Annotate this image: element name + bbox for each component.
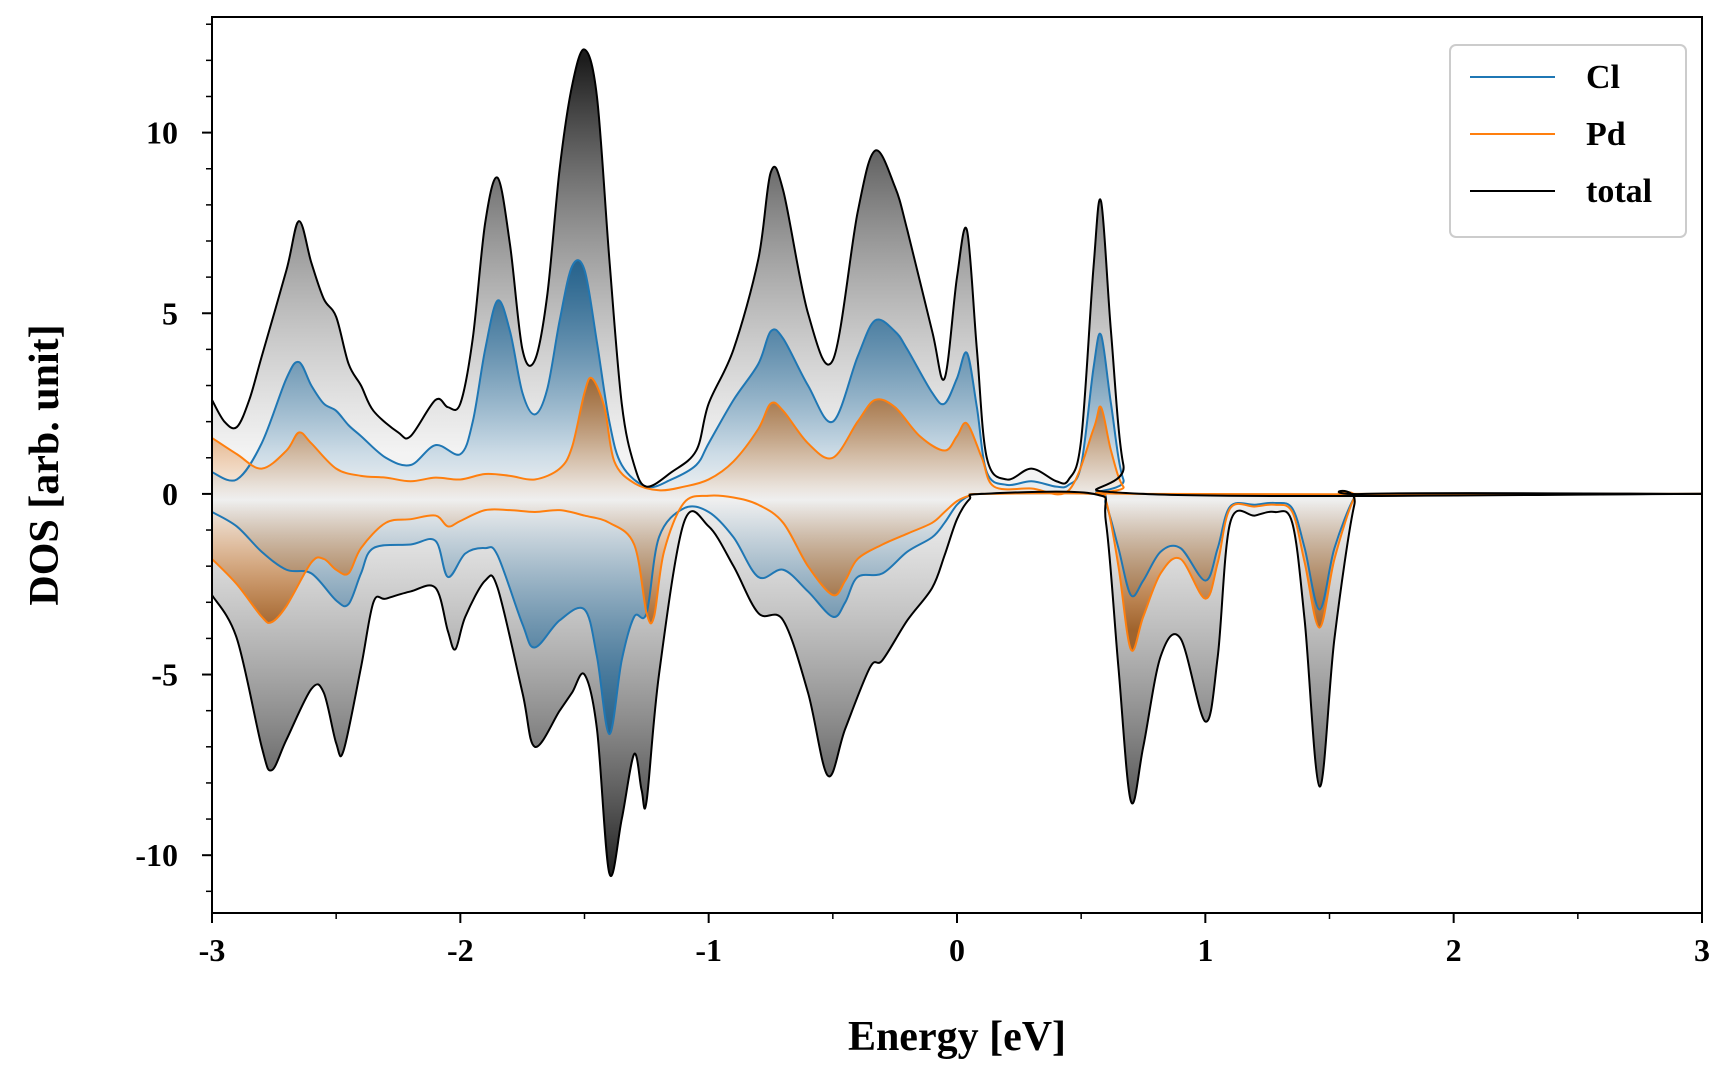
cl-down-fill bbox=[212, 492, 1702, 735]
total-down-fill bbox=[212, 490, 1702, 877]
legend-label-pd: Pd bbox=[1586, 116, 1626, 153]
y-tick-label: -5 bbox=[151, 657, 178, 693]
y-axis-label: DOS [arb. unit] bbox=[22, 324, 68, 605]
plot-area bbox=[212, 48, 1702, 877]
y-tick-label: -10 bbox=[135, 837, 178, 873]
pd-down-line bbox=[212, 490, 1702, 652]
cl-up-line bbox=[212, 259, 1702, 496]
legend-entries: Cl Pd total bbox=[1470, 59, 1652, 210]
y-tick-label: 0 bbox=[162, 476, 178, 512]
series-lines bbox=[212, 48, 1702, 877]
x-axis-label: Energy [eV] bbox=[848, 1014, 1066, 1060]
pd-up-line bbox=[212, 376, 1702, 496]
legend: Cl Pd total bbox=[1449, 44, 1687, 238]
legend-label-cl: Cl bbox=[1586, 59, 1620, 96]
total-up-line bbox=[212, 48, 1702, 498]
legend-box bbox=[1449, 44, 1687, 238]
y-tick-label: 5 bbox=[162, 295, 178, 331]
plot-frame bbox=[211, 16, 1703, 914]
x-tick-label: -2 bbox=[447, 932, 474, 968]
total-down-line bbox=[212, 489, 1702, 877]
x-tick-label: 3 bbox=[1694, 932, 1710, 968]
pd-down-fill bbox=[212, 491, 1702, 651]
x-tick-label: -3 bbox=[199, 932, 226, 968]
x-tick-label: -1 bbox=[695, 932, 722, 968]
x-tick-label: 1 bbox=[1197, 932, 1213, 968]
pd-up-fill bbox=[212, 377, 1702, 495]
x-tick-label: 2 bbox=[1446, 932, 1462, 968]
x-tick-label: 0 bbox=[949, 932, 965, 968]
legend-label-total: total bbox=[1586, 173, 1652, 210]
y-tick-label: 10 bbox=[146, 115, 178, 151]
